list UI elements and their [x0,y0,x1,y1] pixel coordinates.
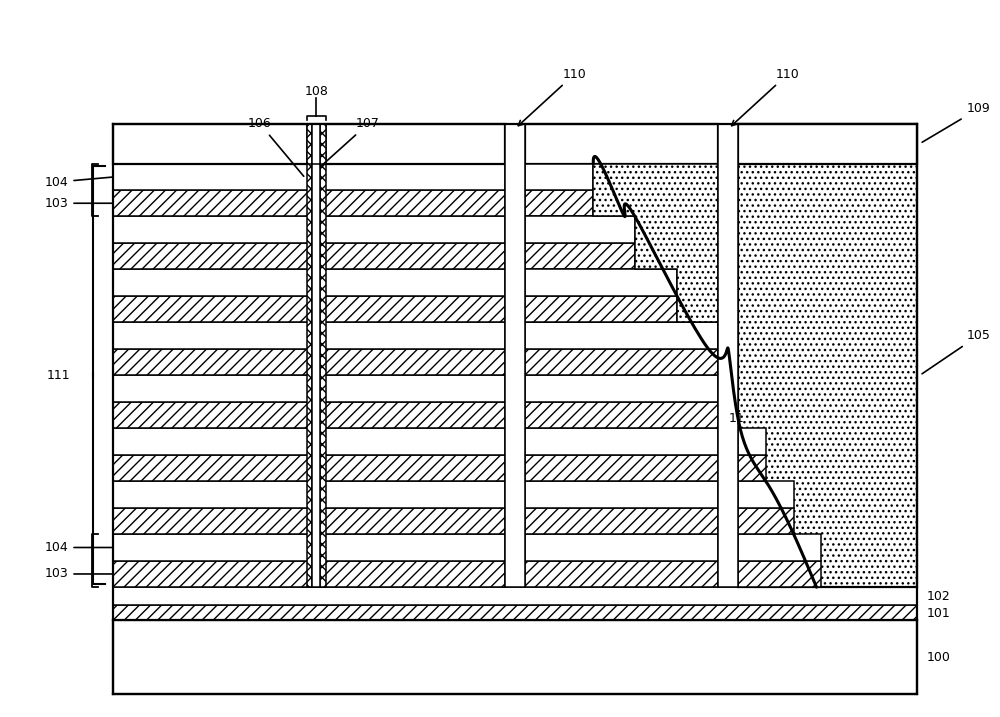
Bar [113,402,505,428]
Bar [525,296,677,323]
Bar [320,124,326,163]
Bar [738,561,821,587]
Bar [525,243,635,270]
Bar [113,534,505,561]
Bar [525,163,718,190]
Bar [525,428,718,455]
Bar [738,534,821,561]
Text: 108: 108 [304,85,328,98]
Bar [593,163,718,217]
Bar [113,620,917,694]
Text: 100: 100 [927,650,951,664]
Text: 106: 106 [248,118,304,176]
Bar [525,402,718,428]
Text: 105: 105 [922,329,990,374]
Bar [525,217,718,243]
Text: 109: 109 [922,103,990,142]
Text: 103: 103 [45,196,113,210]
Bar [113,270,505,296]
Bar [113,508,505,534]
Bar [307,124,326,163]
Bar [525,217,635,243]
Bar [113,481,505,508]
Bar [113,163,505,190]
Bar [113,190,505,217]
Bar [738,428,766,455]
Bar [113,587,917,605]
Bar [525,270,677,296]
Bar [113,323,505,349]
Bar [635,217,718,270]
Bar [525,323,718,349]
Text: 104: 104 [45,176,113,189]
Bar [113,376,505,402]
Bar [525,376,718,402]
Bar [525,455,718,481]
Text: 111: 111 [47,369,70,382]
Bar [113,124,505,163]
Bar [738,428,766,481]
Text: 101: 101 [927,607,950,619]
Bar [113,243,505,270]
Bar [738,481,794,508]
Bar [525,508,718,534]
Bar [307,124,312,587]
Bar [738,124,917,163]
Bar [113,605,917,620]
Bar [525,190,593,217]
Bar [113,217,505,243]
Bar [312,124,320,587]
Bar [320,124,326,587]
Bar [677,270,718,323]
Bar [505,124,525,587]
Bar [738,534,821,587]
Bar [525,270,718,296]
Text: 103: 103 [45,567,113,581]
Bar [525,296,718,323]
Bar [525,124,718,163]
Bar [525,190,718,217]
Bar [312,124,320,163]
Bar [113,428,505,455]
Bar [718,124,738,587]
Text: 102: 102 [927,589,950,603]
Bar [525,243,718,270]
Bar [113,349,505,376]
Bar [525,481,718,508]
Bar [738,455,766,481]
Bar [525,163,593,190]
Bar [113,455,505,481]
Text: 11: 11 [728,412,744,425]
Text: 104: 104 [45,541,113,554]
Bar [525,349,718,376]
Text: 110: 110 [518,67,586,125]
Bar [307,124,312,163]
Bar [525,561,718,587]
Bar [113,561,505,587]
Text: 107: 107 [320,118,380,166]
Polygon shape [593,163,718,376]
Text: 110: 110 [732,67,800,125]
Bar [738,481,794,534]
Bar [738,508,794,534]
Bar [525,534,718,561]
Bar [738,124,917,587]
Bar [113,296,505,323]
